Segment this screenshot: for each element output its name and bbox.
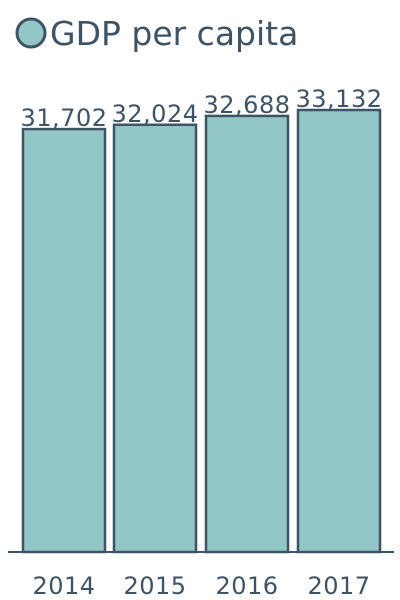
legend-label: GDP per capita bbox=[50, 14, 298, 53]
x-tick-label-2015: 2015 bbox=[123, 572, 186, 600]
x-tick-label-2014: 2014 bbox=[32, 572, 95, 600]
value-labels: 31,702 32,024 32,688 33,132 bbox=[21, 85, 383, 132]
bar-2016 bbox=[204, 114, 290, 554]
x-tick-label-2017: 2017 bbox=[307, 572, 370, 600]
value-label-2016: 32,688 bbox=[204, 91, 291, 119]
value-label-2014: 31,702 bbox=[21, 104, 108, 132]
bars bbox=[21, 108, 382, 554]
legend-swatch bbox=[15, 17, 47, 49]
bar-2015 bbox=[112, 123, 198, 554]
legend: GDP per capita bbox=[15, 14, 298, 53]
bar-2014 bbox=[21, 127, 107, 554]
value-label-2015: 32,024 bbox=[112, 100, 199, 128]
value-label-2017: 33,132 bbox=[296, 85, 383, 113]
x-tick-labels: 2014 2015 2016 2017 bbox=[32, 572, 370, 600]
bar-2017 bbox=[296, 108, 382, 554]
x-tick-label-2016: 2016 bbox=[215, 572, 278, 600]
